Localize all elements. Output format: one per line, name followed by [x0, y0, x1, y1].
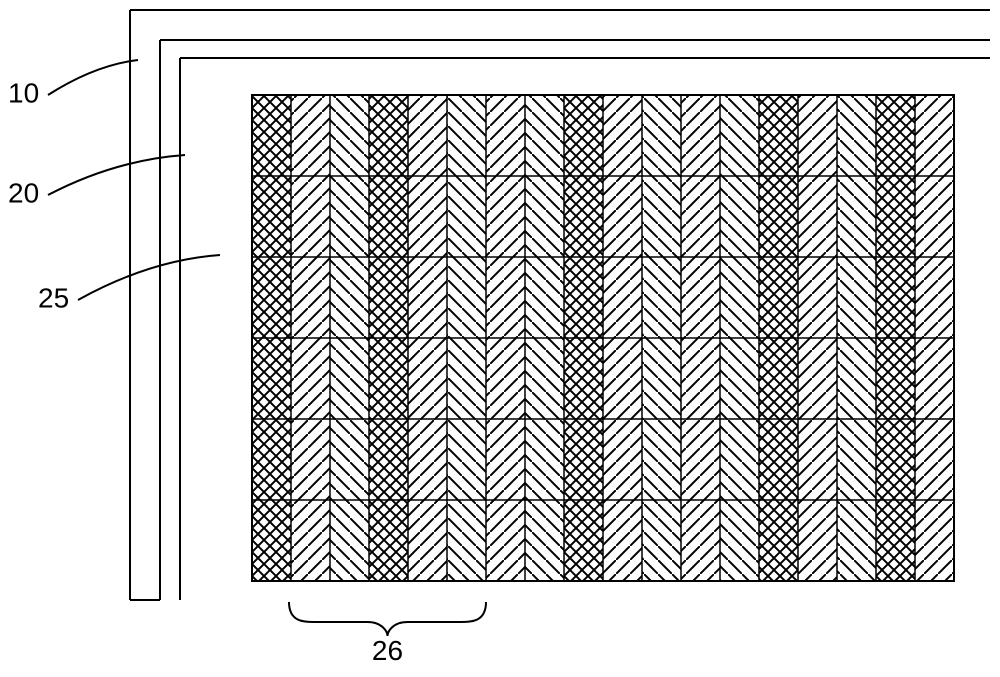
- callout-label-10: 10: [8, 77, 39, 108]
- brace-group: 26: [289, 602, 486, 666]
- callout-label-20: 20: [8, 177, 39, 208]
- callout-leader-20: [48, 155, 185, 195]
- callout-leader-25: [78, 255, 220, 300]
- callouts-group: 10 20 25: [8, 60, 220, 313]
- brace-icon: [289, 602, 486, 636]
- diagram-canvas: 10 20 25 26: [0, 0, 1000, 677]
- callout-label-25: 25: [38, 282, 69, 313]
- callout-leader-10: [48, 60, 138, 95]
- brace-label: 26: [372, 635, 403, 666]
